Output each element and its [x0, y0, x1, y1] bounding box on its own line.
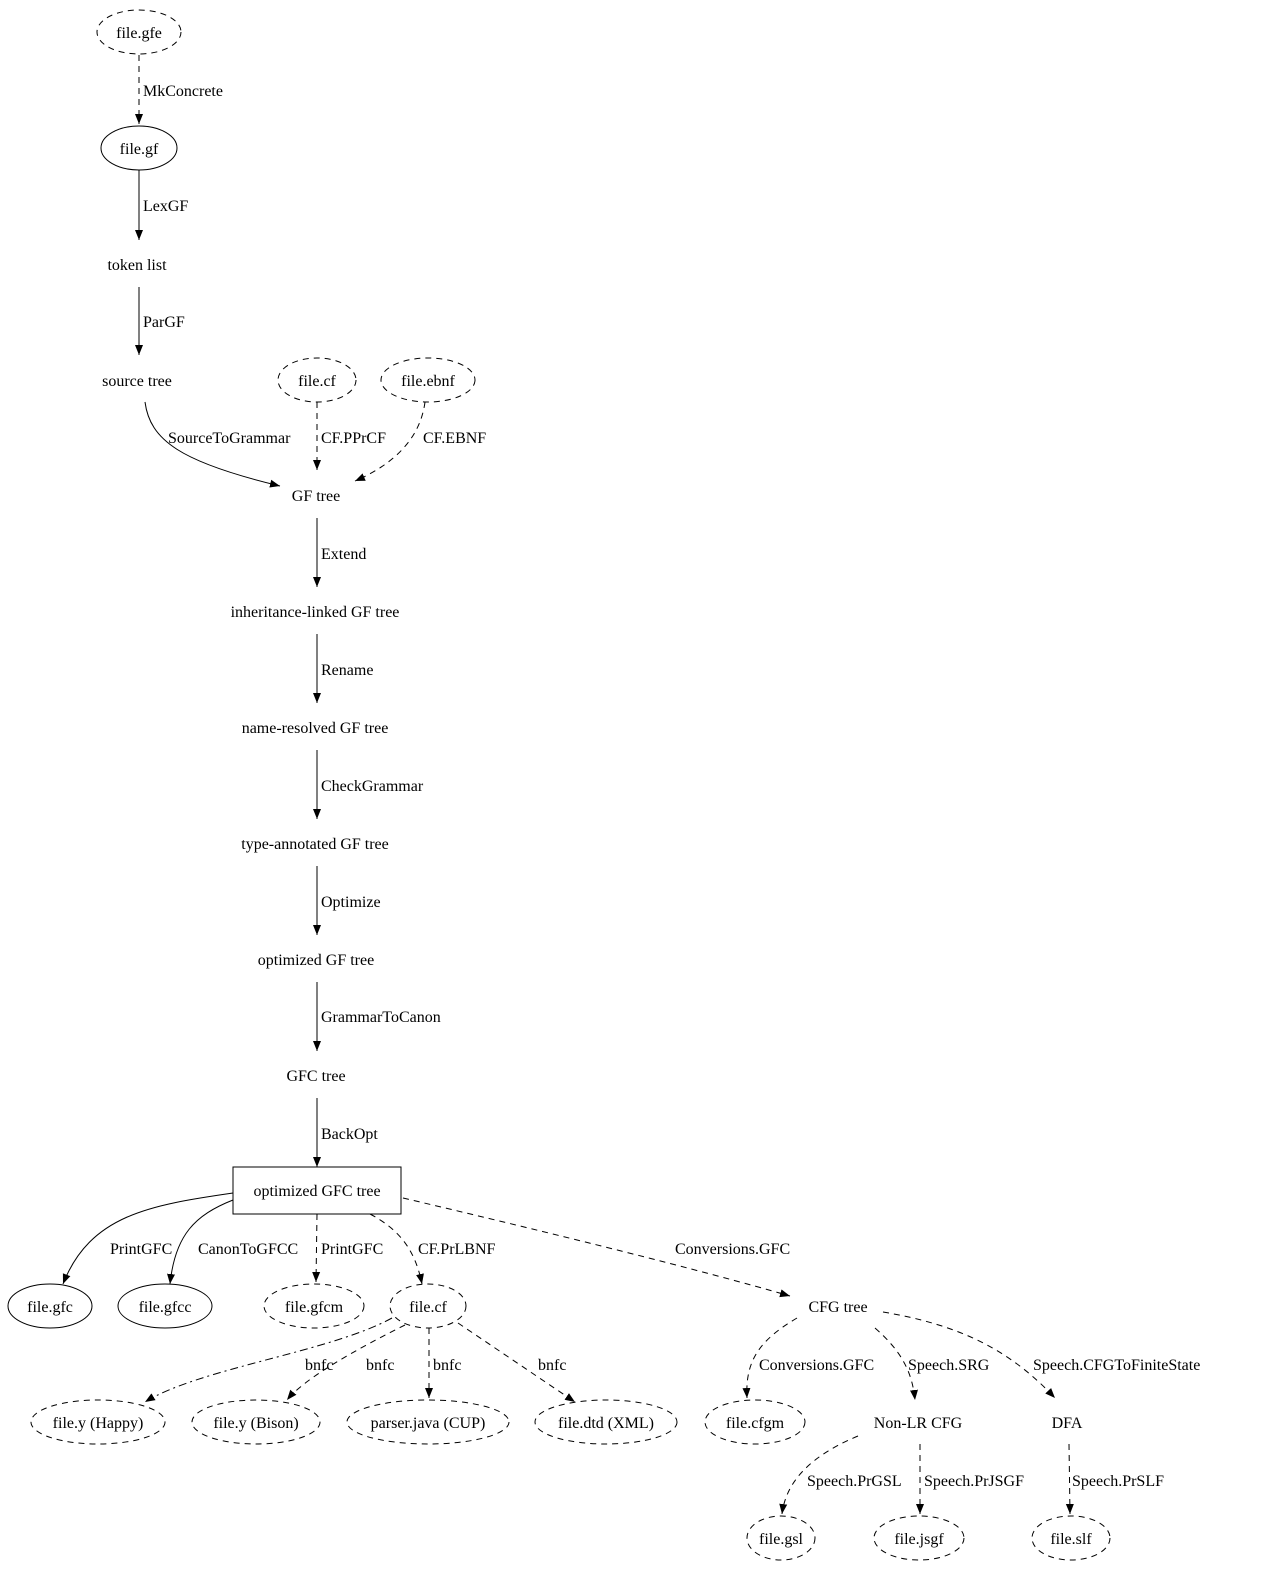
node-inherit: inheritance-linked GF tree: [231, 604, 400, 621]
node-nameres: name-resolved GF tree: [242, 720, 389, 737]
edge-conv1: [402, 1197, 791, 1298]
edge-label: Speech.SRG: [908, 1357, 990, 1374]
edge-label: Conversions.GFC: [759, 1357, 874, 1374]
edge-printgfc2: [312, 1213, 321, 1283]
node-bison-shape: [191, 1399, 321, 1445]
node-cf-out: file.cf: [409, 1299, 447, 1316]
edge-bnfc4: [457, 1322, 576, 1403]
edge-printgfc1: [62, 1192, 234, 1285]
edge-label: BackOpt: [321, 1126, 378, 1143]
node-happy-shape: [30, 1399, 166, 1445]
node-gftree: GF tree: [292, 488, 340, 505]
edge-label: PrintGFC: [110, 1241, 172, 1258]
edge-prgsl: [779, 1435, 859, 1515]
node-ebnf: file.ebnf: [401, 373, 455, 390]
node-nonlr: Non-LR CFG: [874, 1415, 963, 1432]
node-dtd: file.dtd (XML): [558, 1415, 654, 1432]
node-optgf: optimized GF tree: [258, 952, 374, 969]
edge-label: ParGF: [143, 314, 185, 331]
edge-label: Speech.PrJSGF: [924, 1473, 1024, 1490]
edge-prlbnf: [369, 1213, 424, 1285]
node-gf: file.gf: [120, 141, 159, 158]
edges: [62, 55, 1074, 1515]
edge-label: Rename: [321, 662, 373, 679]
edge-labels: MkConcrete LexGF ParGF SourceToGrammar C…: [110, 83, 1200, 1490]
edge-label: LexGF: [143, 198, 188, 215]
node-jsgf-shape: [873, 1515, 965, 1561]
edge-bnfc2: [286, 1324, 406, 1401]
edge-label: Speech.CFGToFiniteState: [1033, 1357, 1200, 1374]
edge-label: GrammarToCanon: [321, 1009, 441, 1026]
node-cf-out-shape: [389, 1283, 467, 1329]
node-cfgm-shape: [704, 1399, 806, 1445]
edge-conv2: [742, 1317, 798, 1399]
node-happy: file.y (Happy): [53, 1415, 144, 1432]
edge-sourcetogrammar: [144, 401, 281, 488]
node-optgfc-shape: [232, 1166, 402, 1215]
edge-label: CF.PrLBNF: [418, 1241, 496, 1258]
node-typeann: type-annotated GF tree: [241, 836, 389, 853]
node-dtd-shape: [534, 1399, 678, 1445]
edge-label: CanonToGFCC: [198, 1241, 298, 1258]
node-optgfc: optimized GFC tree: [253, 1183, 380, 1200]
node-gfc-shape: [7, 1283, 93, 1329]
edge-label: CheckGrammar: [321, 778, 424, 795]
node-dfa: DFA: [1052, 1415, 1083, 1432]
node-gfcm-shape: [263, 1283, 365, 1329]
node-cfgtree: CFG tree: [808, 1299, 867, 1316]
edge-label: Conversions.GFC: [675, 1241, 790, 1258]
node-gfcc: file.gfcc: [139, 1299, 192, 1316]
node-gfcc-shape: [117, 1283, 213, 1329]
node-gfctree: GFC tree: [286, 1068, 345, 1085]
edge-label: MkConcrete: [143, 83, 223, 100]
node-gsl: file.gsl: [759, 1531, 804, 1548]
node-gf-shape: [100, 125, 178, 171]
node-cup-shape: [346, 1399, 510, 1445]
node-bison: file.y (Bison): [213, 1415, 298, 1432]
edge-label: SourceToGrammar: [168, 430, 291, 447]
node-slf-shape: [1031, 1515, 1111, 1561]
node-cup: parser.java (CUP): [371, 1415, 486, 1432]
node-gfe: file.gfe: [116, 25, 162, 42]
node-gfc: file.gfc: [27, 1299, 73, 1316]
node-slf: file.slf: [1050, 1531, 1092, 1548]
edge-prslf: [1065, 1443, 1074, 1515]
edge-label: Speech.PrSLF: [1072, 1473, 1164, 1490]
node-source: source tree: [102, 373, 172, 390]
node-gsl-shape: [746, 1515, 816, 1561]
node-ebnf-shape: [380, 357, 476, 403]
edge-label: bnfc: [433, 1357, 461, 1374]
edge-label: CF.EBNF: [423, 430, 486, 447]
edge-label: bnfc: [538, 1357, 566, 1374]
node-cfgm: file.cfgm: [726, 1415, 785, 1432]
edge-label: CF.PPrCF: [321, 430, 386, 447]
node-tokens: token list: [107, 257, 167, 274]
edge-bnfc1: [144, 1317, 393, 1403]
node-gfcm: file.gfcm: [285, 1299, 344, 1316]
edge-label: bnfc: [305, 1357, 333, 1374]
edge-fsm: [882, 1311, 1056, 1399]
node-shapes: [7, 9, 1111, 1561]
node-jsgf: file.jsgf: [894, 1531, 944, 1548]
node-cf-in-shape: [277, 357, 357, 403]
edge-label: bnfc: [366, 1357, 394, 1374]
edge-label: Extend: [321, 546, 366, 563]
edge-ebnf: [354, 401, 426, 482]
node-gfe-shape: [96, 9, 182, 55]
edge-canontogfcc: [167, 1199, 234, 1285]
edge-label: PrintGFC: [321, 1241, 383, 1258]
node-labels: file.gfe file.gf token list source tree …: [27, 25, 1092, 1548]
node-cf-in: file.cf: [298, 373, 336, 390]
edge-label: Speech.PrGSL: [807, 1473, 902, 1490]
edge-label: Optimize: [321, 894, 381, 911]
